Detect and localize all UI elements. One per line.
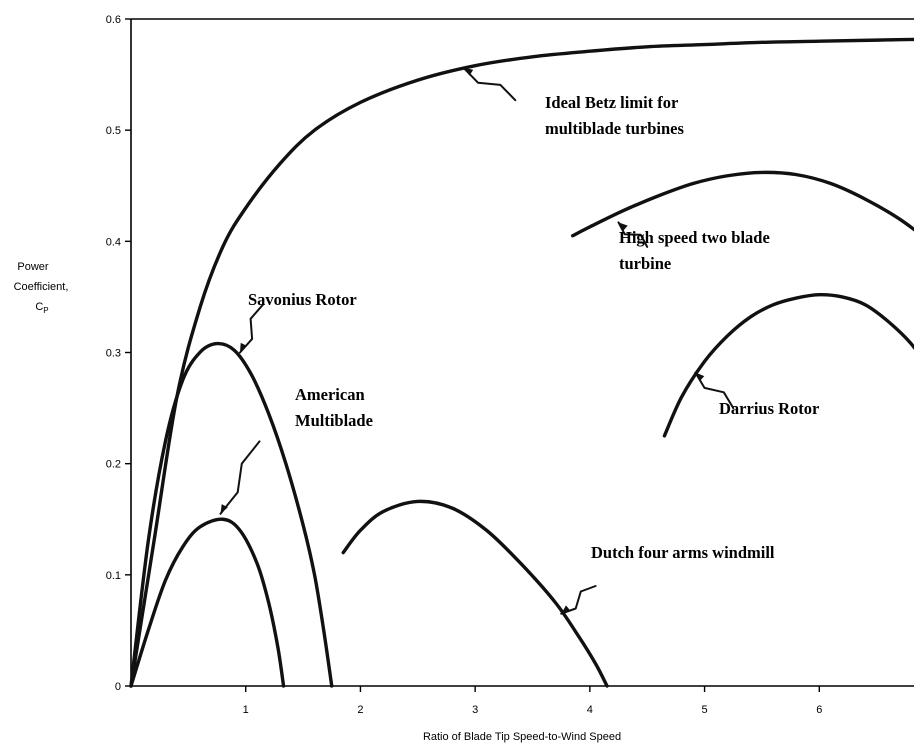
- annotation-label: American: [295, 385, 365, 404]
- annotation-arrowhead: [240, 342, 247, 353]
- annotation-arrowhead: [561, 605, 571, 614]
- x-tick-label: 5: [702, 704, 708, 716]
- y-axis-title-line-1: Power: [17, 261, 49, 273]
- annotation: High speed two blade turbine: [617, 221, 770, 273]
- annotation-label: Darrius Rotor: [719, 399, 819, 418]
- y-axis-title: Power Coefficient, CP: [14, 261, 69, 315]
- annotation: Ideal Betz limit for multiblade turbines: [462, 66, 684, 138]
- x-tick-label: 1: [243, 704, 249, 716]
- x-tick-label: 3: [472, 704, 478, 716]
- annotation: Dutch four arms windmill: [560, 543, 775, 615]
- y-tick-label: 0.4: [106, 236, 121, 248]
- y-tick-label: 0.3: [106, 348, 121, 360]
- x-tick-label: 2: [357, 704, 363, 716]
- y-tick-label: 0.2: [106, 459, 121, 471]
- annotation-label: Ideal Betz limit for: [545, 93, 678, 112]
- series-line-darrius-rotor: [662, 292, 914, 438]
- annotation-arrowhead: [463, 67, 474, 76]
- annotation-label: Dutch four arms windmill: [591, 543, 775, 562]
- y-tick-label: 0.6: [106, 14, 121, 26]
- annotation-layer: Ideal Betz limit for multiblade turbines S…: [219, 66, 819, 615]
- y-axis-title-symbol: C: [35, 301, 43, 313]
- y-tick-label: 0: [115, 681, 121, 693]
- annotation-label: High speed two blade: [619, 228, 770, 247]
- annotation: Savonius Rotor: [239, 290, 357, 354]
- series-line-ideal-betz-limit-for-multiblade-turbines: [129, 37, 914, 688]
- series-line-savonius-rotor: [129, 341, 334, 688]
- y-axis-title-line-3: CP: [35, 301, 48, 315]
- series-layer: [129, 37, 914, 688]
- y-axis-title-subscript: P: [43, 306, 48, 315]
- annotation-arrowhead: [618, 222, 628, 231]
- x-tick-label: 6: [816, 704, 822, 716]
- series-line-high-speed-two-blade-turbine: [570, 170, 914, 238]
- y-tick-label: 0.1: [106, 570, 121, 582]
- annotation-pointer: [219, 440, 261, 515]
- y-tick-label: 0.5: [106, 125, 121, 137]
- x-axis-ticks: 1234567: [243, 686, 822, 716]
- x-axis-title: Ratio of Blade Tip Speed-to-Wind Speed: [423, 731, 621, 743]
- annotation-label: Multiblade: [295, 411, 373, 430]
- annotation: Darrius Rotor: [694, 371, 819, 418]
- x-tick-label: 4: [587, 704, 593, 716]
- annotation-label: multiblade turbines: [545, 119, 684, 138]
- annotation-label: turbine: [619, 254, 671, 273]
- y-axis-ticks: 0 0.1 0.2 0.3 0.4 0.5 0.6: [106, 14, 131, 693]
- annotation-arrowhead: [695, 372, 705, 382]
- series-line-dutch-four-arms-windmill: [341, 499, 609, 688]
- annotation-arrowhead: [220, 504, 228, 514]
- series-line-american-multiblade: [129, 517, 286, 688]
- annotation-pointer: [462, 66, 517, 102]
- annotation: American Multiblade: [219, 385, 373, 515]
- plot-frame: [130, 18, 914, 687]
- y-axis-title-line-2: Coefficient,: [14, 281, 69, 293]
- annotation-label: Savonius Rotor: [248, 290, 357, 309]
- annotation-pointer: [617, 221, 649, 248]
